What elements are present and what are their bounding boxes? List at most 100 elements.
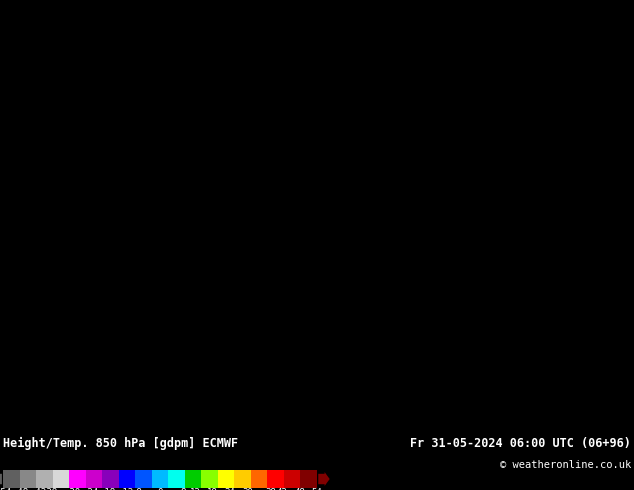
Text: 2: 2 [604, 144, 608, 149]
Text: 6: 6 [327, 217, 332, 223]
Text: 6: 6 [30, 341, 35, 347]
Text: 4: 4 [604, 422, 608, 428]
Text: 1: 1 [307, 12, 311, 18]
Text: 4: 4 [152, 55, 156, 62]
Text: 2: 2 [631, 63, 634, 69]
Text: 7: 7 [185, 363, 190, 369]
Text: 3: 3 [37, 217, 41, 223]
Text: 5: 5 [320, 341, 325, 347]
Text: 7: 7 [172, 341, 176, 347]
Text: 3: 3 [516, 253, 520, 259]
Text: 4: 4 [368, 334, 372, 340]
Text: 3: 3 [394, 385, 399, 391]
Text: 6: 6 [240, 305, 243, 311]
Text: 6: 6 [212, 305, 217, 311]
Text: 4: 4 [23, 166, 28, 171]
Text: 4: 4 [415, 297, 419, 303]
Text: 5: 5 [294, 158, 297, 164]
Text: 4: 4 [44, 290, 48, 296]
Text: 6: 6 [340, 224, 345, 230]
Text: 5: 5 [314, 327, 318, 333]
Text: 4: 4 [522, 77, 527, 84]
Text: 4: 4 [388, 297, 392, 303]
Text: 4: 4 [105, 122, 109, 127]
Text: 3: 3 [509, 312, 514, 318]
Text: 5: 5 [57, 49, 61, 54]
Text: 5: 5 [340, 297, 345, 303]
Text: 4: 4 [496, 429, 500, 435]
Text: 5: 5 [327, 283, 332, 289]
Text: 6: 6 [145, 319, 149, 325]
Text: 3: 3 [583, 268, 588, 274]
Text: 6: 6 [266, 261, 271, 267]
Text: 4: 4 [118, 268, 122, 274]
Text: 4: 4 [340, 99, 345, 105]
Text: 4: 4 [516, 70, 520, 76]
Text: 4: 4 [448, 63, 453, 69]
Text: 4: 4 [77, 297, 82, 303]
Text: 4: 4 [51, 275, 55, 281]
Text: 6: 6 [91, 348, 95, 355]
Text: 2: 2 [246, 26, 250, 32]
Text: 7: 7 [37, 378, 41, 384]
Text: 3: 3 [401, 415, 406, 420]
Text: 3: 3 [482, 4, 486, 10]
Text: 3: 3 [455, 319, 460, 325]
Text: 6: 6 [233, 319, 237, 325]
Text: 3: 3 [30, 246, 35, 252]
Text: 5: 5 [300, 334, 304, 340]
Text: 4: 4 [246, 107, 250, 113]
Text: 3: 3 [233, 92, 237, 98]
Text: 5: 5 [165, 305, 169, 311]
Text: 2: 2 [590, 34, 594, 40]
Text: 5: 5 [30, 122, 35, 127]
Text: 4: 4 [111, 4, 115, 10]
Text: 3: 3 [125, 224, 129, 230]
Text: 5: 5 [3, 114, 8, 120]
Text: 4: 4 [550, 166, 554, 171]
Text: 4: 4 [516, 202, 520, 208]
Text: 3: 3 [516, 312, 520, 318]
Text: 6: 6 [388, 144, 392, 149]
Text: 6: 6 [10, 341, 15, 347]
Text: 4: 4 [509, 77, 514, 84]
Text: 5: 5 [98, 34, 102, 40]
Text: 3: 3 [185, 85, 190, 91]
Text: 1: 1 [347, 12, 352, 18]
Text: 7: 7 [205, 400, 210, 406]
Text: 4: 4 [131, 85, 136, 91]
Text: 5: 5 [253, 188, 257, 194]
Text: 3: 3 [105, 144, 109, 149]
Text: 5: 5 [307, 312, 311, 318]
Text: 2: 2 [617, 26, 621, 32]
Text: 6: 6 [51, 341, 55, 347]
Text: 5: 5 [37, 70, 41, 76]
Text: 3: 3 [563, 77, 567, 84]
Text: 5: 5 [294, 378, 297, 384]
Text: 4: 4 [368, 363, 372, 369]
Text: 4: 4 [482, 261, 486, 267]
Text: 3: 3 [394, 34, 399, 40]
Text: 4: 4 [536, 114, 540, 120]
Text: 3: 3 [84, 166, 89, 171]
Text: 4: 4 [23, 290, 28, 296]
Text: 3: 3 [543, 327, 547, 333]
Text: 4: 4 [64, 158, 68, 164]
Text: 4: 4 [476, 63, 480, 69]
Text: 1: 1 [631, 92, 634, 98]
Text: 2: 2 [368, 34, 372, 40]
Text: 6: 6 [374, 202, 378, 208]
Text: 5: 5 [64, 34, 68, 40]
Text: 7: 7 [246, 415, 250, 420]
Text: 7: 7 [91, 370, 95, 377]
Text: 3: 3 [529, 400, 534, 406]
Text: 4: 4 [529, 77, 534, 84]
Text: 5: 5 [476, 166, 480, 171]
Text: 8: 8 [17, 415, 21, 420]
Text: 6: 6 [287, 415, 291, 420]
Text: 3: 3 [590, 319, 594, 325]
Text: 4: 4 [118, 49, 122, 54]
Text: 3: 3 [577, 253, 581, 259]
Text: 4: 4 [381, 312, 385, 318]
Text: 5: 5 [394, 114, 399, 120]
